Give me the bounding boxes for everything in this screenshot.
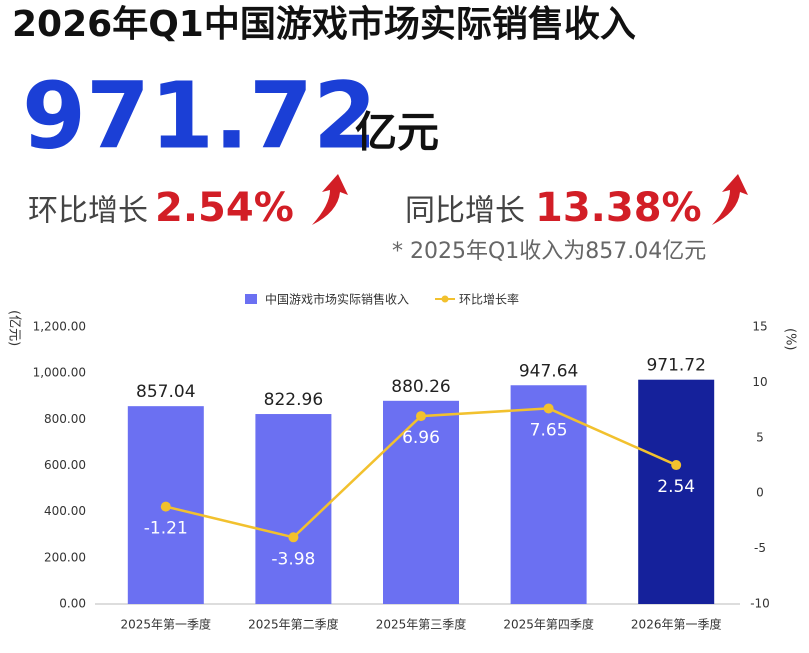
y-tick-label: 1,200.00: [33, 320, 86, 334]
value-label: 2.54: [657, 477, 695, 497]
value-label: -1.21: [144, 519, 188, 539]
x-tick-label: 2026年第一季度: [631, 617, 722, 632]
y2-tick-label: 0: [756, 486, 764, 500]
value-label: 880.26: [391, 377, 450, 397]
line-point: [288, 532, 299, 543]
legend-label: 中国游戏市场实际销售收入: [265, 292, 409, 307]
x-tick-label: 2025年第一季度: [121, 617, 212, 632]
y-axis-label: (亿元): [7, 310, 22, 346]
y2-tick-label: 5: [756, 430, 764, 444]
y2-tick-label: -10: [750, 597, 770, 611]
bar: [638, 379, 715, 604]
note: * 2025年Q1收入为857.04亿元: [392, 239, 706, 264]
x-tick-label: 2025年第二季度: [248, 617, 339, 632]
x-tick-label: 2025年第三季度: [376, 617, 467, 632]
up-arrow: [712, 174, 748, 225]
y-tick-label: 800.00: [44, 412, 86, 426]
y2-axis-label: (%): [783, 328, 798, 351]
line-point: [416, 411, 426, 422]
value-label: 947.64: [519, 361, 578, 381]
value-label: 857.04: [136, 382, 195, 402]
line-point: [543, 403, 554, 414]
value-label: 7.65: [530, 420, 568, 440]
line-point: [160, 501, 171, 512]
y2-tick-label: 10: [752, 375, 767, 389]
amount: 971.72: [22, 62, 377, 169]
up-arrow: [312, 174, 348, 225]
bar: [255, 414, 332, 604]
y-tick-label: 600.00: [44, 458, 86, 472]
qoq-value: 2.54%: [155, 185, 294, 231]
y2-tick-label: -5: [754, 541, 766, 555]
y-tick-label: 200.00: [44, 550, 86, 564]
x-tick-label: 2025年第四季度: [503, 617, 594, 632]
y-tick-label: 0.00: [59, 597, 86, 611]
y-tick-label: 400.00: [44, 504, 86, 518]
value-label: 6.96: [402, 428, 440, 448]
qoq-label: 环比增长: [28, 194, 148, 229]
legend-label: 环比增长率: [459, 292, 519, 307]
yoy-value: 13.38%: [535, 185, 702, 231]
legend-swatch: [245, 294, 257, 304]
y2-tick-label: 15: [752, 320, 767, 334]
value-label: -3.98: [271, 549, 315, 569]
title: 2026年Q1中国游戏市场实际销售收入: [12, 4, 636, 45]
bar: [383, 400, 459, 604]
value-label: 822.96: [264, 390, 323, 410]
y-tick-label: 1,000.00: [33, 366, 86, 380]
line-point: [671, 460, 682, 471]
yoy-label: 同比增长: [405, 194, 525, 229]
bar: [510, 385, 587, 604]
amount-unit: 亿元: [355, 108, 439, 157]
value-label: 971.72: [646, 356, 705, 376]
legend-swatch: [441, 295, 449, 303]
